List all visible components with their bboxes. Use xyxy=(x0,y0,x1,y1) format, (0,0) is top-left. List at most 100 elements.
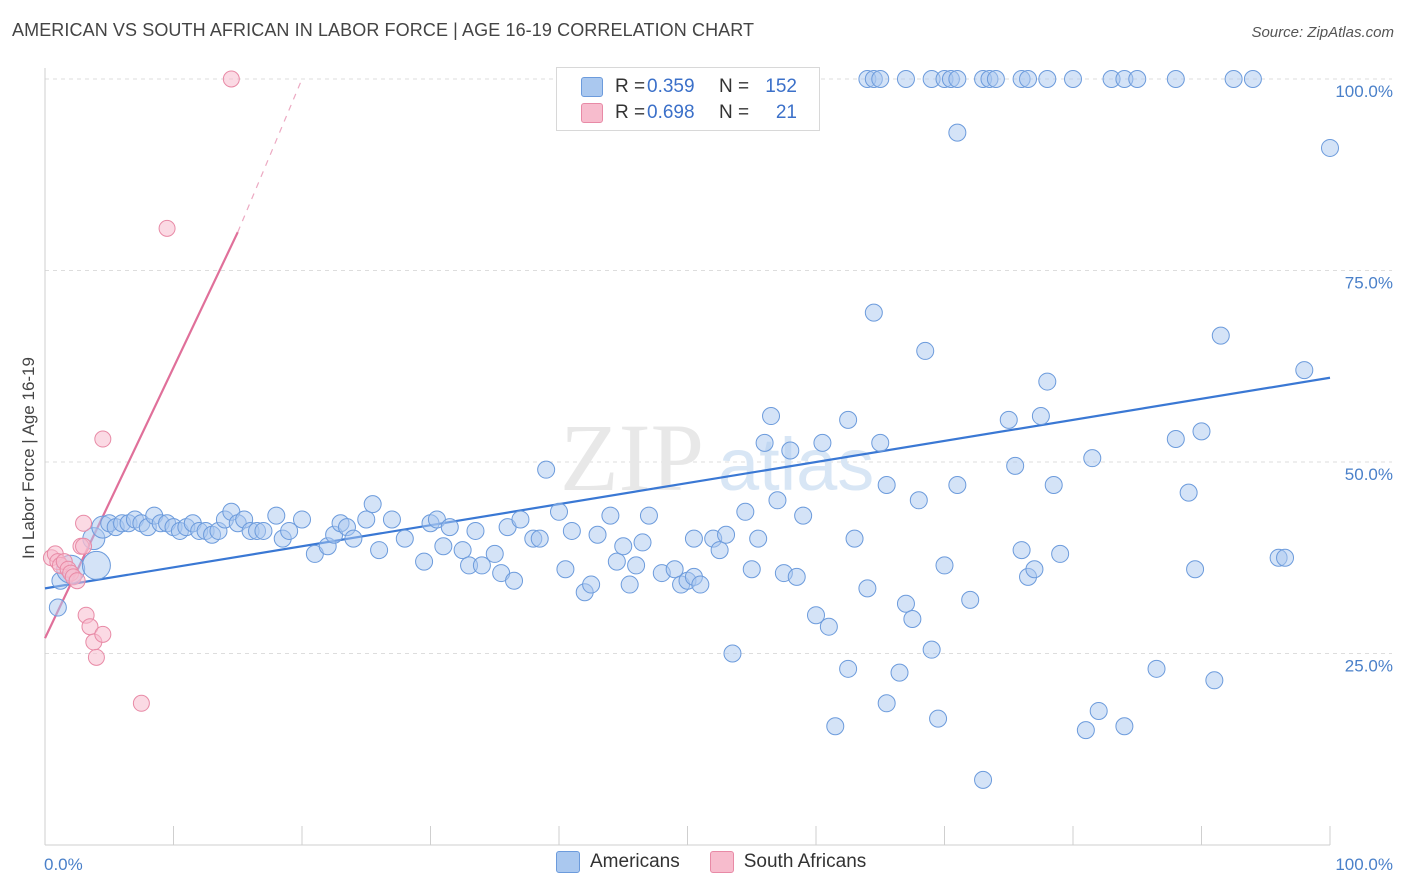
south-africans-point xyxy=(75,537,93,555)
americans-point xyxy=(922,640,941,659)
americans-point xyxy=(723,644,742,663)
americans-point xyxy=(633,533,652,552)
americans-point xyxy=(582,575,601,594)
americans-point xyxy=(999,410,1018,429)
americans-point xyxy=(382,510,401,529)
americans-point xyxy=(1295,361,1314,380)
americans-point xyxy=(537,460,556,479)
americans-point xyxy=(1147,659,1166,678)
americans-point xyxy=(665,560,684,579)
americans-point xyxy=(1205,671,1224,690)
americans-point xyxy=(620,575,639,594)
legend-item-americans[interactable]: Americans xyxy=(556,851,680,873)
americans-point xyxy=(511,510,530,529)
americans-point xyxy=(684,529,703,548)
south-africans-point xyxy=(158,219,176,237)
x-tick-label: 0.0% xyxy=(44,855,83,874)
americans-point xyxy=(742,560,761,579)
americans-point xyxy=(762,407,781,426)
americans-point xyxy=(858,579,877,598)
legend-n-label: N = xyxy=(719,102,750,123)
legend-row-americans: R = 0.359 N = 152 xyxy=(581,75,797,99)
americans-point xyxy=(1038,372,1057,391)
americans-trend-line xyxy=(44,376,1331,590)
legend-item-south-africans[interactable]: South Africans xyxy=(709,851,866,873)
y-tick-label: 75.0% xyxy=(1345,274,1393,293)
americans-point xyxy=(1089,701,1108,720)
south-africans-point xyxy=(222,70,240,88)
south-africans-point xyxy=(132,694,150,712)
americans-point xyxy=(1064,70,1082,88)
americans-point xyxy=(530,529,549,548)
americans-point xyxy=(710,541,729,560)
americans-point xyxy=(1179,483,1198,502)
south-africans-points xyxy=(42,70,240,712)
legend-row-south-africans: R = 0.698 N = 21 xyxy=(581,101,797,125)
americans-point xyxy=(807,606,825,625)
south-africans-point xyxy=(75,514,93,532)
x-tick-label: 100.0% xyxy=(1335,855,1393,874)
americans-swatch xyxy=(581,77,603,97)
americans-point xyxy=(1224,70,1243,88)
legend-n-value: 152 xyxy=(765,76,797,97)
americans-point xyxy=(280,521,299,540)
legend-r-value: 0.698 xyxy=(647,102,695,123)
americans-point xyxy=(293,510,311,529)
y-axis-label: In Labor Force | Age 16-19 xyxy=(19,357,38,559)
americans-point xyxy=(434,537,453,556)
americans-point xyxy=(485,544,504,563)
chart-title: AMERICAN VS SOUTH AFRICAN IN LABOR FORCE… xyxy=(12,20,755,40)
south-africans-point xyxy=(94,625,112,643)
south-africans-swatch xyxy=(709,851,734,873)
americans-swatch xyxy=(556,851,580,873)
americans-point xyxy=(916,341,935,360)
americans-point xyxy=(871,70,890,88)
americans-point xyxy=(1128,70,1147,88)
americans-point xyxy=(1044,475,1063,494)
americans-point xyxy=(691,575,710,594)
americans-point xyxy=(1243,70,1262,88)
americans-point xyxy=(1019,70,1038,88)
series-legend: Americans South Africans xyxy=(556,851,896,873)
americans-point xyxy=(755,433,774,452)
americans-point xyxy=(363,495,382,514)
americans-point xyxy=(440,518,459,537)
legend-r-label: R = xyxy=(615,102,646,123)
americans-point xyxy=(1006,456,1025,475)
americans-point xyxy=(453,541,472,560)
americans-point xyxy=(909,491,928,510)
legend-n-label: N = xyxy=(719,76,750,97)
americans-point xyxy=(819,617,838,636)
americans-point xyxy=(877,475,896,494)
y-tick-labels: 25.0% 50.0% 75.0% 100.0% xyxy=(1335,82,1393,676)
americans-point xyxy=(607,552,626,571)
south-africans-swatch xyxy=(581,103,603,123)
legend-r-value: 0.359 xyxy=(647,76,695,97)
americans-point xyxy=(986,70,1005,88)
americans-point xyxy=(1051,544,1070,563)
americans-point xyxy=(550,502,568,521)
americans-point xyxy=(1166,70,1185,88)
americans-point xyxy=(813,433,832,452)
americans-point xyxy=(1166,430,1185,449)
americans-point xyxy=(1012,541,1031,560)
americans-point xyxy=(370,541,389,560)
americans-point xyxy=(896,594,915,613)
americans-points xyxy=(48,70,1339,789)
americans-point xyxy=(948,70,967,88)
americans-point xyxy=(466,521,485,540)
americans-point xyxy=(864,303,883,322)
americans-point xyxy=(948,123,967,142)
y-tick-label: 100.0% xyxy=(1335,82,1393,101)
americans-point xyxy=(768,491,787,510)
americans-point xyxy=(935,556,954,575)
y-tick-label: 25.0% xyxy=(1345,657,1393,676)
americans-point xyxy=(974,770,993,789)
trend-lines xyxy=(44,78,1331,639)
legend-n-value: 21 xyxy=(775,102,797,123)
south-africans-point xyxy=(68,572,86,590)
americans-point xyxy=(781,441,800,460)
chart-source: Source: ZipAtlas.com xyxy=(1251,24,1394,41)
x-tick-labels: 0.0% 100.0% xyxy=(44,855,1393,874)
